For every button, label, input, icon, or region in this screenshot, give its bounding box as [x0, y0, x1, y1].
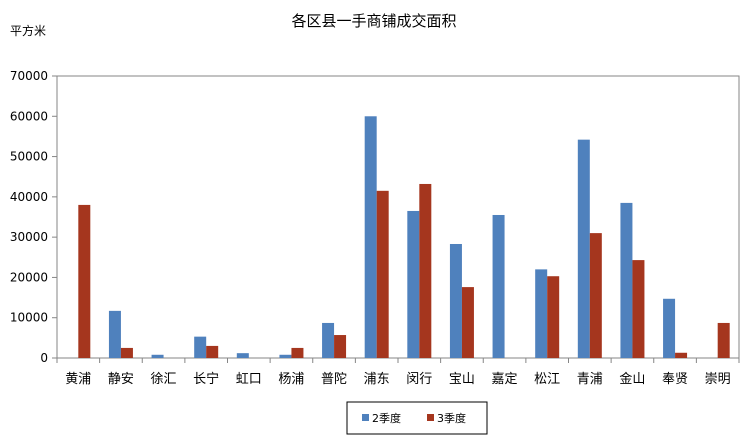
x-category-label: 徐汇 [151, 372, 177, 387]
bar-q2 [236, 353, 249, 358]
x-category-label: 杨浦 [278, 372, 304, 387]
y-tick-label: 0 [40, 351, 48, 365]
bar-q3 [206, 345, 219, 358]
legend-swatch [362, 414, 369, 421]
bar-q2 [620, 202, 633, 358]
bar-q2 [577, 139, 590, 358]
bar-q3 [589, 233, 602, 358]
x-category-label: 黄浦 [65, 372, 91, 387]
bar-q3 [419, 183, 432, 358]
legend-swatch [427, 414, 434, 421]
bar-q3 [334, 335, 347, 358]
x-category-label: 青浦 [577, 372, 603, 387]
bar-q3 [675, 352, 688, 358]
x-category-label: 奉贤 [662, 372, 688, 387]
x-category-label: 浦东 [364, 372, 390, 387]
bar-q2 [535, 269, 548, 358]
bar-q3 [717, 322, 730, 358]
y-tick-label: 20000 [10, 270, 48, 284]
bar-q2 [322, 322, 335, 358]
bar-q3 [78, 204, 91, 358]
bar-q2 [364, 116, 377, 359]
x-category-label: 宝山 [449, 372, 475, 387]
x-category-label: 普陀 [321, 371, 347, 387]
bar-q3 [547, 276, 560, 358]
chart-title: 各区县一手商铺成交面积 [291, 12, 456, 30]
bar-q2 [492, 214, 505, 358]
y-tick-label: 10000 [10, 311, 48, 325]
legend-box [346, 401, 488, 435]
bar-q3 [461, 287, 474, 358]
bar-q3 [291, 347, 304, 358]
y-tick-label: 50000 [10, 150, 48, 164]
bar-q2 [194, 336, 207, 358]
x-category-label: 闵行 [406, 372, 432, 387]
legend-label: 3季度 [437, 411, 466, 425]
bar-q2 [108, 310, 121, 358]
legend: 2季度 3季度 [346, 401, 488, 435]
y-axis-unit-label: 平方米 [10, 23, 46, 38]
bar-q2 [151, 354, 164, 358]
x-category-label: 金山 [619, 371, 645, 387]
y-tick-label: 70000 [10, 69, 48, 83]
bar-q2 [449, 243, 462, 358]
y-tick-label: 60000 [10, 109, 48, 123]
x-category-label: 崇明 [705, 372, 731, 387]
legend-label: 2季度 [372, 411, 401, 425]
x-category-label: 静安 [108, 372, 134, 387]
bar-q2 [279, 354, 292, 358]
bar-q2 [663, 298, 676, 358]
bar-q3 [632, 260, 645, 358]
bar-q3 [120, 347, 133, 358]
bar-q2 [407, 210, 420, 358]
y-tick-label: 30000 [10, 230, 48, 244]
plot-area: 0 10000 20000 30000 40000 50000 60000 70000 黄浦 静安… [10, 69, 740, 387]
y-tick-label: 40000 [10, 190, 48, 204]
x-category-label: 长宁 [193, 371, 219, 387]
x-category-label: 松江 [534, 372, 560, 387]
bar-q3 [376, 190, 389, 358]
x-category-label: 嘉定 [492, 372, 518, 387]
x-category-label: 虹口 [236, 372, 262, 387]
